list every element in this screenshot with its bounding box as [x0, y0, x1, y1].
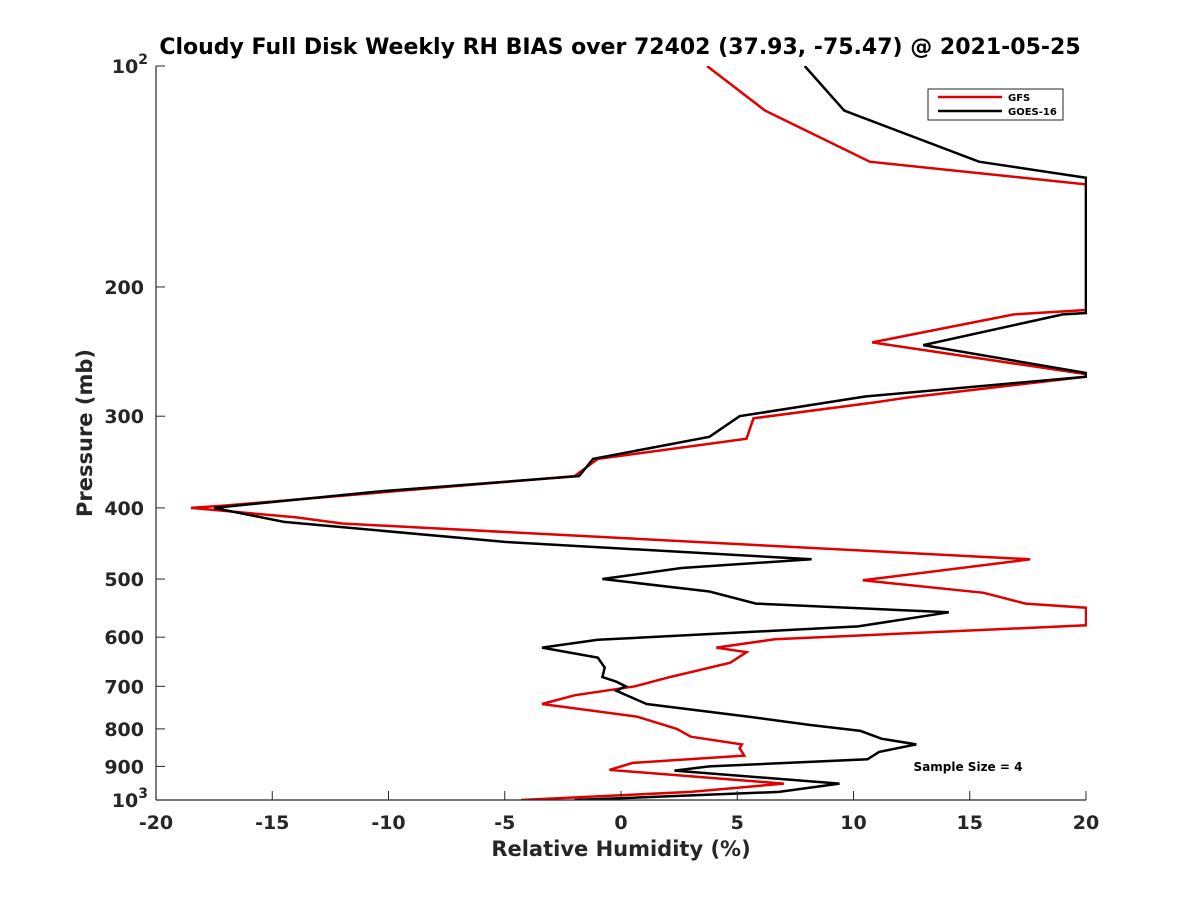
x-tick-label: 0: [614, 812, 627, 834]
legend: GFS GOES-16: [927, 88, 1064, 121]
y-tick-label: 102: [112, 52, 148, 78]
y-tick-label: 600: [104, 627, 144, 649]
sample-size-annotation: Sample Size = 4: [914, 760, 1023, 774]
y-ticks: 102 200 300 400 500 600 700 800 900 103: [104, 52, 165, 812]
legend-entry-goes16: GOES-16: [1008, 107, 1057, 118]
y-tick-label: 103: [112, 786, 148, 812]
x-tick-label: -15: [255, 812, 289, 834]
x-tick-label: -10: [371, 812, 405, 834]
x-axis-label: Relative Humidity (%): [491, 837, 750, 861]
y-tick-label: 300: [104, 406, 144, 428]
y-axis-label: Pressure (mb): [73, 349, 97, 517]
legend-box: [927, 88, 1064, 121]
chart-title: Cloudy Full Disk Weekly RH BIAS over 724…: [159, 35, 1080, 60]
x-tick-label: 10: [840, 812, 866, 834]
y-tick-label: 400: [104, 498, 144, 520]
y-tick-label: 900: [104, 756, 144, 778]
x-tick-label: 15: [957, 812, 983, 834]
x-tick-label: 5: [731, 812, 744, 834]
series-line-goes16: [213, 66, 1087, 800]
series-layer: [190, 66, 1087, 800]
y-tick-label: 500: [104, 569, 144, 591]
x-tick-label: -20: [139, 812, 173, 834]
y-tick-label: 800: [104, 719, 144, 741]
x-tick-label: -5: [494, 812, 515, 834]
x-ticks: -20 -15 -10 -5 0 5 10 15 20: [139, 791, 1099, 834]
x-tick-label: 20: [1073, 812, 1099, 834]
y-tick-label: 200: [104, 277, 144, 299]
legend-entry-gfs: GFS: [1008, 93, 1030, 104]
y-tick-label: 700: [104, 676, 144, 698]
series-line-gfs: [190, 66, 1087, 800]
